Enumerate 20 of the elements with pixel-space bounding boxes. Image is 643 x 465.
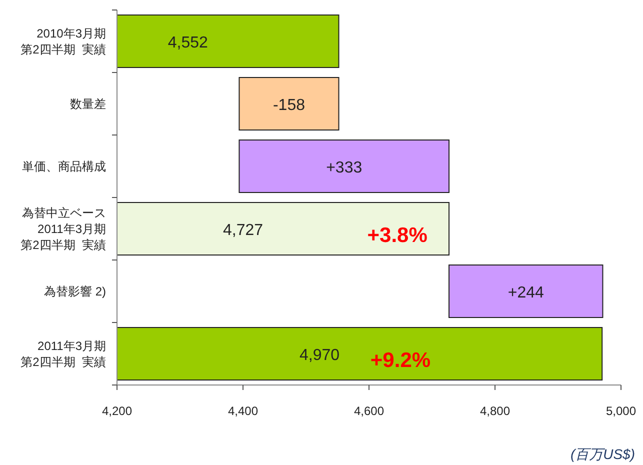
y-tick-label: 数量差 xyxy=(70,96,106,111)
annotation: +3.8% xyxy=(367,224,428,247)
data-label: +244 xyxy=(508,284,544,302)
y-tick-label: 2010年3月期第2四半期 実績 xyxy=(20,26,106,56)
annotation: +9.2% xyxy=(370,348,431,372)
data-label: 4,552 xyxy=(168,34,208,52)
x-tick-label: 5,000 xyxy=(606,404,636,418)
data-label: -158 xyxy=(272,96,306,114)
text: (百万US$) xyxy=(570,446,635,462)
data-label: 4,727 xyxy=(222,222,264,239)
y-tick-label: 為替影響 2) xyxy=(44,284,106,298)
y-tick-label: 単価、商品構成 xyxy=(22,159,106,174)
x-tick-label: 4,800 xyxy=(480,404,510,418)
data-label: 4,970 xyxy=(300,346,340,364)
y-tick-label: 為替中立ベース2011年3月期第2四半期 実績 xyxy=(20,206,106,252)
x-tick-label: 4,400 xyxy=(228,404,258,418)
data-label: +333 xyxy=(326,159,362,176)
x-tick-label: 4,200 xyxy=(102,404,132,418)
y-tick-label: 2011年3月期第2四半期 実績 xyxy=(20,338,106,369)
x-tick-label: 4,600 xyxy=(354,404,384,418)
